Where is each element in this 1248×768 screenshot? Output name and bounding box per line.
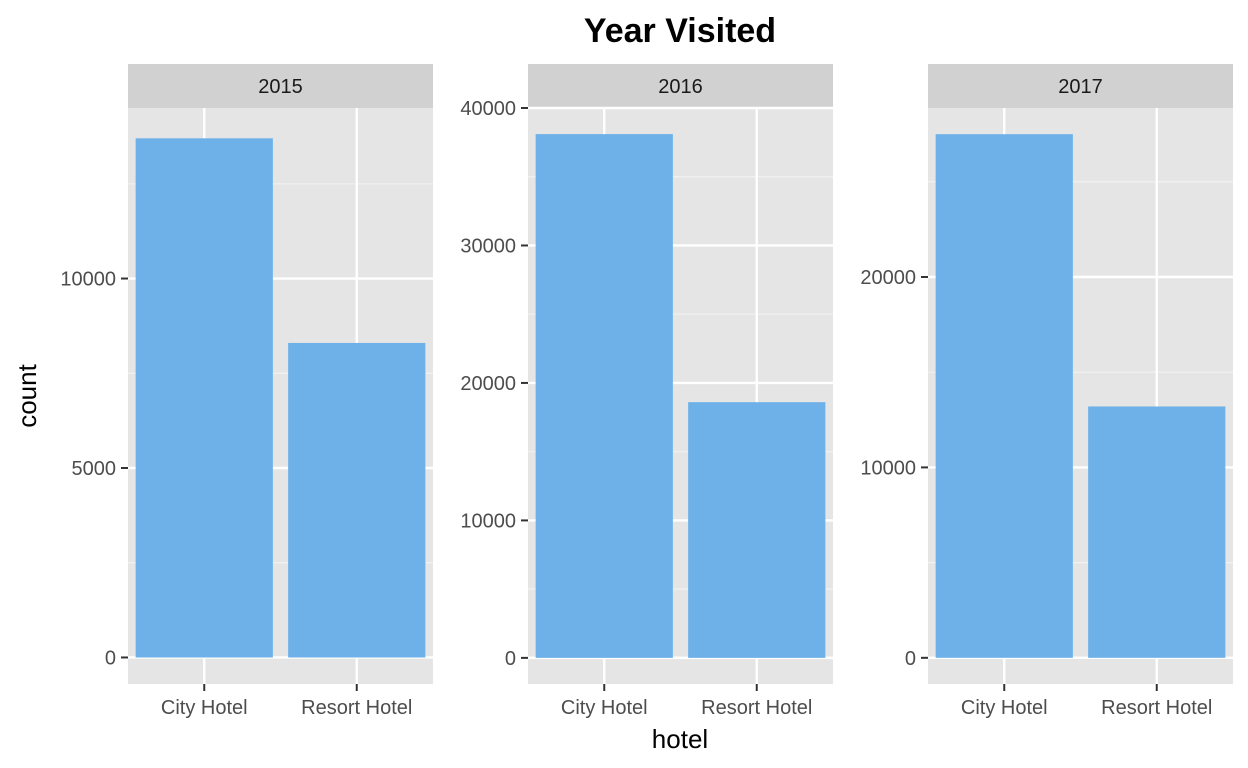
facet-strip-label: 2016 (658, 76, 703, 98)
facet-strip-label: 2017 (1058, 76, 1103, 98)
y-tick-label: 20000 (860, 267, 916, 289)
x-axis-title: hotel (652, 724, 708, 754)
y-tick-label: 10000 (60, 269, 116, 291)
bar-resort-hotel (288, 342, 426, 658)
x-tick-label: Resort Hotel (301, 697, 412, 719)
y-tick-label: 0 (105, 647, 116, 669)
chart-title: Year Visited (584, 12, 776, 50)
facet-strip (128, 64, 433, 108)
facet-strip-label: 2015 (258, 76, 303, 98)
bar-city-hotel (535, 134, 673, 658)
x-tick-label: City Hotel (561, 697, 648, 719)
bar-resort-hotel (688, 402, 826, 658)
bar-resort-hotel (1088, 406, 1226, 658)
x-tick-label: City Hotel (961, 697, 1048, 719)
y-tick-label: 40000 (460, 98, 516, 120)
y-axis-title: count (12, 363, 42, 427)
facet-panel-2015: 2015 0 5000 10000 City Hotel Resort Hotel (60, 64, 433, 719)
facet-strip (928, 64, 1233, 108)
y-tick-label: 0 (505, 648, 516, 670)
bar-city-hotel (935, 134, 1073, 658)
facet-strip (528, 64, 833, 108)
bar-city-hotel (135, 138, 273, 658)
facet-panel-2017: 2017 0 10000 20000 City Hotel Resort Hotel (860, 64, 1233, 719)
y-tick-label: 10000 (860, 457, 916, 479)
y-tick-label: 5000 (72, 458, 117, 480)
y-tick-label: 20000 (460, 373, 516, 395)
x-tick-label: Resort Hotel (1101, 697, 1212, 719)
x-tick-label: City Hotel (161, 697, 248, 719)
y-tick-label: 30000 (460, 235, 516, 257)
y-tick-label: 10000 (460, 510, 516, 532)
facet-panel-2016: 2016 0 10000 20000 30000 40000 City Hotel Resor… (460, 64, 833, 719)
y-tick-label: 0 (905, 648, 916, 670)
x-tick-label: Resort Hotel (701, 697, 812, 719)
